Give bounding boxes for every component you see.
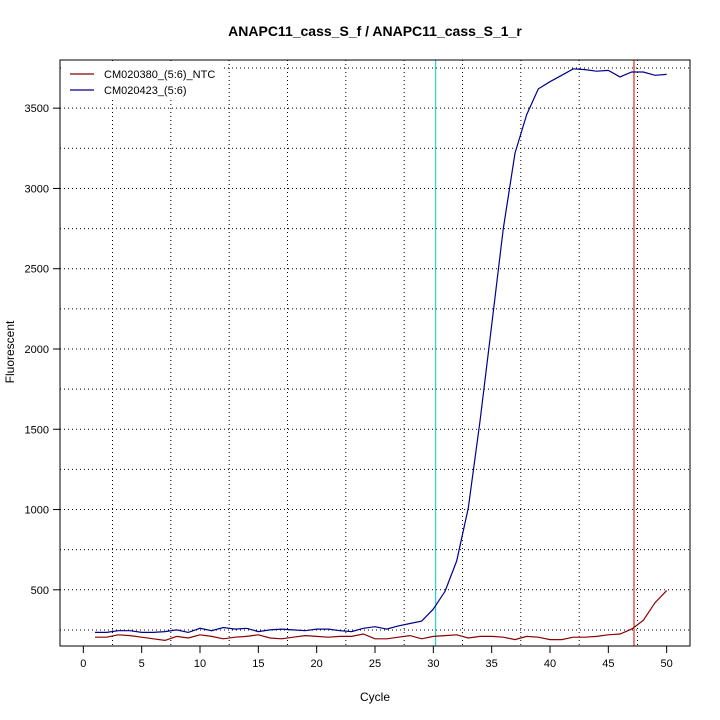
chart-title: ANAPC11_cass_S_f / ANAPC11_cass_S_1_r <box>228 23 522 39</box>
y-tick-label: 1500 <box>25 424 49 436</box>
legend-box <box>62 62 222 98</box>
x-tick-label: 5 <box>139 658 145 670</box>
x-tick-label: 30 <box>427 658 439 670</box>
x-tick-label: 20 <box>311 658 323 670</box>
x-tick-label: 35 <box>486 658 498 670</box>
grid-lines <box>60 60 690 646</box>
legend-label-2: CM020423_(5:6) <box>104 85 187 97</box>
x-tick-label: 10 <box>194 658 206 670</box>
x-axis-label: Cycle <box>360 690 390 704</box>
y-axis-label: Fluorescent <box>3 320 17 383</box>
x-tick-label: 15 <box>252 658 264 670</box>
x-tick-label: 50 <box>661 658 673 670</box>
y-tick-label: 3500 <box>25 103 49 115</box>
legend-label-1: CM020380_(5:6)_NTC <box>104 69 215 81</box>
x-tick-label: 45 <box>602 658 614 670</box>
y-tick-label: 3000 <box>25 183 49 195</box>
x-tick-label: 40 <box>544 658 556 670</box>
y-tick-label: 1000 <box>25 505 49 517</box>
x-tick-label: 0 <box>80 658 86 670</box>
legend: CM020380_(5:6)_NTC CM020423_(5:6) <box>62 62 222 98</box>
threshold-lines <box>435 60 635 646</box>
plot-frame <box>59 59 691 647</box>
series-line-2 <box>95 68 667 634</box>
series-line-1 <box>95 590 668 642</box>
y-tick-label: 500 <box>31 585 49 597</box>
series-lines <box>95 68 668 642</box>
y-tick-label: 2000 <box>25 344 49 356</box>
x-tick-label: 25 <box>369 658 381 670</box>
axes: 0 5 10 15 20 25 30 35 40 45 50 500 1000 1500 2000 2500 3… <box>25 59 691 670</box>
y-tick-label: 2500 <box>25 264 49 276</box>
